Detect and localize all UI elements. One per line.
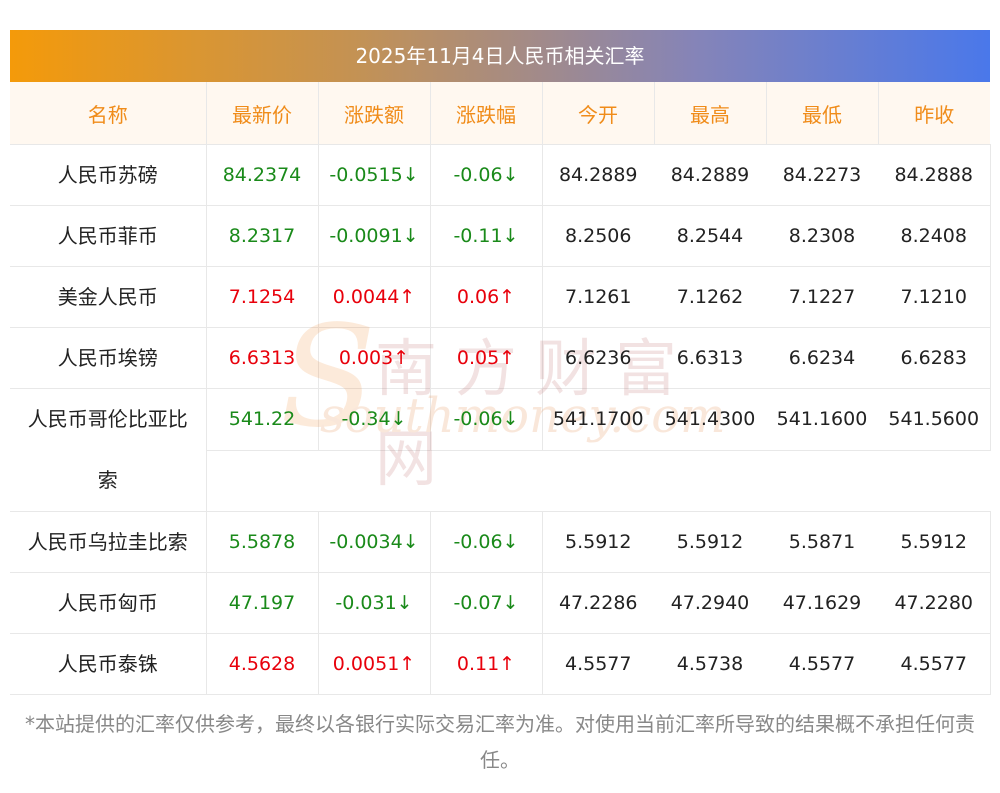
change-percent: 0.06↑	[430, 266, 543, 328]
change-amount: 0.0051↑	[318, 633, 431, 695]
currency-name: 人民币乌拉圭比索	[10, 511, 207, 573]
header-change: 涨跌额	[318, 82, 431, 145]
prev-close: 8.2408	[878, 205, 991, 267]
open-price: 7.1261	[542, 266, 654, 328]
change-percent: -0.06↓	[430, 388, 543, 451]
header-latest: 最新价	[206, 82, 319, 145]
table-row: 人民币菲币 8.2317 -0.0091↓ -0.11↓ 8.2506 8.2544 8.2…	[10, 205, 991, 267]
prev-close: 7.1210	[878, 266, 991, 328]
header-name: 名称	[10, 82, 207, 145]
header-high: 最高	[654, 82, 767, 145]
currency-name-wrap: 索	[10, 450, 207, 512]
high-price: 84.2889	[654, 144, 766, 206]
table-row: 人民币乌拉圭比索 5.5878 -0.0034↓ -0.06↓ 5.5912 5.5912…	[10, 511, 991, 573]
open-price: 47.2286	[542, 572, 654, 634]
currency-name: 人民币埃镑	[10, 327, 207, 389]
change-percent: 0.05↑	[430, 327, 543, 389]
latest-price: 7.1254	[206, 266, 319, 328]
currency-name: 人民币菲币	[10, 205, 207, 267]
low-price: 541.1600	[766, 388, 878, 451]
change-amount: -0.031↓	[318, 572, 431, 634]
prev-close: 541.5600	[878, 388, 991, 451]
low-price: 7.1227	[766, 266, 878, 328]
change-amount: -0.0091↓	[318, 205, 431, 267]
low-price: 5.5871	[766, 511, 878, 573]
high-price: 47.2940	[654, 572, 766, 634]
table-row: 人民币苏磅 84.2374 -0.0515↓ -0.06↓ 84.2889 84.2889…	[10, 144, 991, 206]
prev-close: 6.6283	[878, 327, 991, 389]
open-price: 6.6236	[542, 327, 654, 389]
header-low: 最低	[766, 82, 879, 145]
currency-name: 人民币匈币	[10, 572, 207, 634]
currency-name: 人民币泰铢	[10, 633, 207, 695]
change-percent: -0.06↓	[430, 511, 543, 573]
high-price: 4.5738	[654, 633, 766, 695]
disclaimer-note: *本站提供的汇率仅供参考，最终以各银行实际交易汇率为准。对使用当前汇率所导致的结…	[25, 712, 975, 772]
latest-price: 5.5878	[206, 511, 319, 573]
change-percent: -0.06↓	[430, 144, 543, 206]
change-percent: 0.11↑	[430, 633, 543, 695]
prev-close: 4.5577	[878, 633, 991, 695]
prev-close: 47.2280	[878, 572, 991, 634]
empty-cell	[206, 450, 990, 512]
currency-name: 人民币苏磅	[10, 144, 207, 206]
low-price: 4.5577	[766, 633, 878, 695]
open-price: 84.2889	[542, 144, 654, 206]
change-amount: -0.0034↓	[318, 511, 431, 573]
header-pct: 涨跌幅	[430, 82, 543, 145]
open-price: 5.5912	[542, 511, 654, 573]
open-price: 541.1700	[542, 388, 654, 451]
change-amount: -0.34↓	[318, 388, 431, 451]
rate-table-container: 2025年11月4日人民币相关汇率 名称 最新价 涨跌额 涨跌幅 今开 最高 最…	[10, 30, 991, 695]
prev-close: 84.2888	[878, 144, 991, 206]
latest-price: 6.6313	[206, 327, 319, 389]
table-row: 人民币哥伦比亚比 541.22 -0.34↓ -0.06↓ 541.1700 541.43…	[10, 388, 991, 451]
high-price: 5.5912	[654, 511, 766, 573]
high-price: 541.4300	[654, 388, 766, 451]
header-row: 名称 最新价 涨跌额 涨跌幅 今开 最高 最低 昨收	[10, 82, 990, 145]
high-price: 8.2544	[654, 205, 766, 267]
latest-price: 84.2374	[206, 144, 319, 206]
open-price: 4.5577	[542, 633, 654, 695]
low-price: 8.2308	[766, 205, 878, 267]
prev-close: 5.5912	[878, 511, 991, 573]
currency-name: 美金人民币	[10, 266, 207, 328]
low-price: 6.6234	[766, 327, 878, 389]
change-amount: 0.003↑	[318, 327, 431, 389]
change-percent: -0.07↓	[430, 572, 543, 634]
currency-name: 人民币哥伦比亚比	[10, 388, 207, 450]
table-row: 人民币泰铢 4.5628 0.0051↑ 0.11↑ 4.5577 4.5738 4.557…	[10, 633, 991, 695]
low-price: 47.1629	[766, 572, 878, 634]
latest-price: 541.22	[206, 388, 319, 451]
change-amount: -0.0515↓	[318, 144, 431, 206]
table-row: 人民币埃镑 6.6313 0.003↑ 0.05↑ 6.6236 6.6313 6.6234…	[10, 327, 991, 389]
table-row-wrap: 索	[10, 450, 990, 512]
table-title: 2025年11月4日人民币相关汇率	[10, 30, 990, 82]
table-row: 人民币匈币 47.197 -0.031↓ -0.07↓ 47.2286 47.2940 47…	[10, 572, 991, 634]
header-open: 今开	[542, 82, 655, 145]
latest-price: 8.2317	[206, 205, 319, 267]
change-percent: -0.11↓	[430, 205, 543, 267]
open-price: 8.2506	[542, 205, 654, 267]
exchange-rate-table: 名称 最新价 涨跌额 涨跌幅 今开 最高 最低 昨收 人民币苏磅 84.2374-…	[10, 82, 991, 695]
high-price: 6.6313	[654, 327, 766, 389]
change-amount: 0.0044↑	[318, 266, 431, 328]
header-prev: 昨收	[878, 82, 990, 145]
latest-price: 4.5628	[206, 633, 319, 695]
low-price: 84.2273	[766, 144, 878, 206]
table-row: 美金人民币 7.1254 0.0044↑ 0.06↑ 7.1261 7.1262 7.122…	[10, 266, 991, 328]
high-price: 7.1262	[654, 266, 766, 328]
latest-price: 47.197	[206, 572, 319, 634]
